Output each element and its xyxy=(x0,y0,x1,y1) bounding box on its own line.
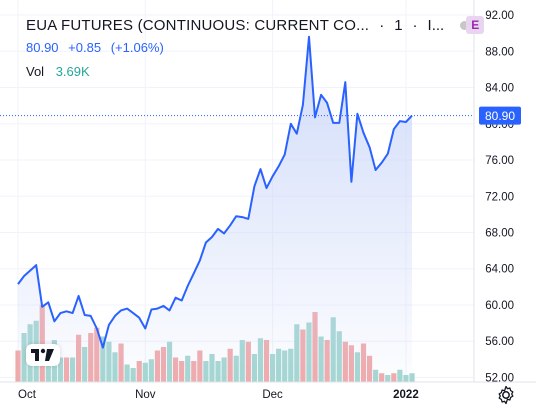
price-tick-label: 56.00 xyxy=(485,336,514,348)
price-row: 80.90 +0.85 (+1.06%) xyxy=(26,38,484,58)
price-change-percent: (+1.06%) xyxy=(110,40,164,55)
legend: EUA FUTURES (CONTINUOUS: CURRENT CO... ·… xyxy=(26,14,485,82)
volume-row: Vol 3.69K xyxy=(26,62,484,82)
price-tick-label: 68.00 xyxy=(485,228,514,240)
symbol-title[interactable]: EUA FUTURES (CONTINUOUS: CURRENT CO... xyxy=(26,16,370,34)
time-tick-label: 2022 xyxy=(393,389,419,401)
gear-icon xyxy=(498,385,514,405)
separator-dot: · xyxy=(379,16,385,34)
time-tick-label: Dec xyxy=(262,389,283,401)
volume-value: 3.69K xyxy=(55,64,90,79)
tradingview-logo-icon xyxy=(31,348,54,361)
exchange-label[interactable]: I... xyxy=(427,16,445,34)
price-line xyxy=(17,35,413,349)
market-status-icon xyxy=(460,20,470,30)
price-area-fill xyxy=(18,36,412,383)
separator-dot: · xyxy=(412,16,418,34)
interval-label[interactable]: 1 xyxy=(394,16,403,34)
last-price-badge-label: 80.90 xyxy=(485,109,515,123)
time-axis[interactable]: Oct Nov Dec 2022 xyxy=(0,381,536,401)
price-line-group xyxy=(17,35,413,349)
last-price: 80.90 xyxy=(26,40,59,55)
price-tick-label: 76.00 xyxy=(485,155,514,167)
price-tick-label: 92.00 xyxy=(485,10,514,22)
title-row: EUA FUTURES (CONTINUOUS: CURRENT CO... ·… xyxy=(26,14,485,36)
price-axis[interactable]: 92.0088.0084.0080.0076.0072.0068.0064.00… xyxy=(473,0,521,384)
gear-icon[interactable] xyxy=(494,383,518,407)
time-tick-label: Nov xyxy=(135,389,156,401)
last-price-badge xyxy=(479,106,521,125)
price-tick-label: 64.00 xyxy=(485,264,514,276)
price-tick-label: 60.00 xyxy=(485,300,514,312)
volume-label: Vol xyxy=(26,64,45,79)
price-tick-label: 72.00 xyxy=(485,191,514,203)
e-badge-icon[interactable]: E xyxy=(466,16,485,34)
tradingview-logo-icon[interactable] xyxy=(26,344,60,366)
price-area xyxy=(18,36,412,383)
price-change: +0.85 xyxy=(68,40,102,55)
time-tick-label: Oct xyxy=(18,389,37,401)
price-tick-label: 88.00 xyxy=(485,46,514,58)
price-tick-label: 84.00 xyxy=(485,83,514,95)
price-tick-label: 52.00 xyxy=(485,372,514,384)
